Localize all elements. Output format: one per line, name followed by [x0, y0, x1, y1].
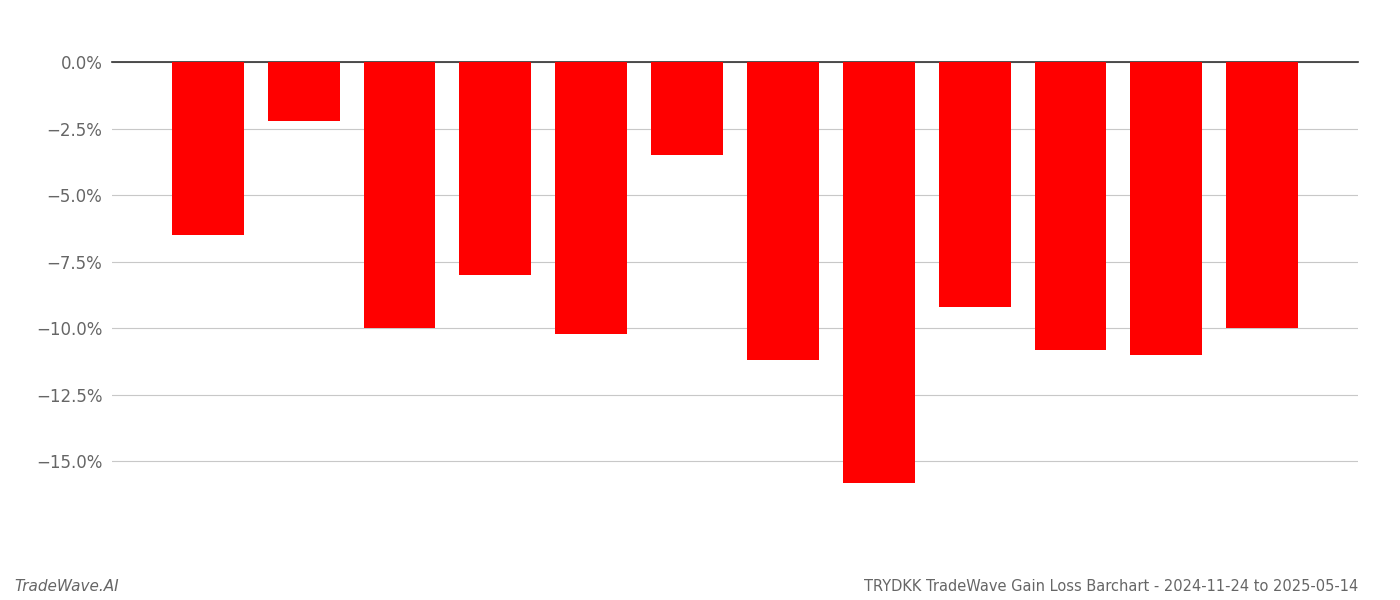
Bar: [1226, 62, 1298, 328]
Bar: [1130, 62, 1203, 355]
Bar: [556, 62, 627, 334]
Bar: [748, 62, 819, 360]
Bar: [938, 62, 1011, 307]
Bar: [651, 62, 722, 155]
Text: TRYDKK TradeWave Gain Loss Barchart - 2024-11-24 to 2025-05-14: TRYDKK TradeWave Gain Loss Barchart - 20…: [864, 579, 1358, 594]
Bar: [459, 62, 532, 275]
Bar: [172, 62, 244, 235]
Bar: [843, 62, 914, 483]
Bar: [364, 62, 435, 328]
Bar: [267, 62, 340, 121]
Text: TradeWave.AI: TradeWave.AI: [14, 579, 119, 594]
Bar: [1035, 62, 1106, 350]
